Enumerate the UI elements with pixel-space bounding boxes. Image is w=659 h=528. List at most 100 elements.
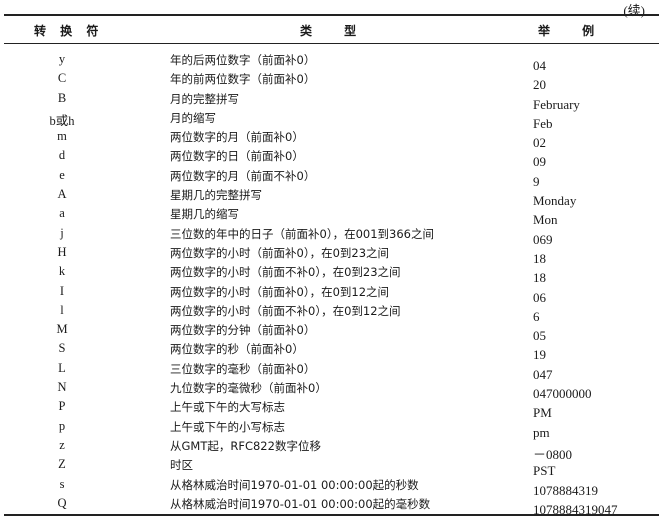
table-row: Z 时区 PST bbox=[0, 457, 659, 479]
conversion-char: Z bbox=[58, 457, 66, 472]
example-value: 06 bbox=[533, 289, 546, 305]
header-example: 举 例 bbox=[538, 24, 609, 38]
conversion-char: b或h bbox=[49, 113, 75, 128]
type-description: 九位数字的毫微秒（前面补0） bbox=[170, 381, 327, 396]
table-row: b或h 月的缩写 Feb bbox=[0, 110, 659, 131]
conversion-char: a bbox=[59, 206, 65, 221]
type-description: 星期几的缩写 bbox=[170, 207, 239, 222]
conversion-char: S bbox=[58, 341, 66, 356]
table-row: S 两位数字的秒（前面补0） 19 bbox=[0, 341, 659, 363]
conversion-char: m bbox=[57, 129, 67, 144]
conversion-char: l bbox=[60, 302, 64, 317]
example-value: 02 bbox=[533, 135, 546, 151]
table-row: e 两位数字的月（前面不补0） 9 bbox=[0, 167, 659, 189]
example-value: Mon bbox=[533, 212, 558, 228]
table-row: C 年的前两位数字（前面补0） 20 bbox=[0, 71, 659, 93]
header-type: 类 型 bbox=[300, 24, 371, 38]
example-value: Monday bbox=[533, 193, 577, 209]
continued-label: (续) bbox=[623, 3, 645, 18]
type-description: 两位数字的月（前面补0） bbox=[170, 130, 304, 145]
conversion-char: Q bbox=[57, 495, 67, 510]
type-description: 三位数字的毫秒（前面补0） bbox=[170, 361, 316, 376]
table-row: a 星期几的缩写 Mon bbox=[0, 206, 659, 228]
example-value: 04 bbox=[533, 58, 546, 73]
conversion-char: e bbox=[59, 167, 65, 182]
type-description: 两位数字的月（前面不补0） bbox=[170, 168, 316, 183]
type-description: 两位数字的秒（前面补0） bbox=[170, 342, 304, 357]
type-description: 两位数字的分钟（前面补0） bbox=[170, 323, 316, 338]
conversion-char: z bbox=[59, 437, 65, 452]
example-value: 20 bbox=[533, 77, 546, 93]
conversion-char: k bbox=[58, 264, 66, 279]
example-value: Feb bbox=[533, 115, 553, 131]
example-value: －0800 bbox=[533, 446, 573, 462]
conversion-char: s bbox=[59, 476, 65, 491]
table-row: j 三位数的年中的日子（前面补0），在001到366之间 069 bbox=[0, 225, 659, 247]
conversion-char: L bbox=[58, 360, 66, 375]
table-row: P 上午或下午的大写标志 PM bbox=[0, 399, 659, 421]
table-row: H 两位数字的小时（前面补0），在0到23之间 18 bbox=[0, 245, 659, 266]
table-row: m 两位数字的月（前面补0） 02 bbox=[0, 129, 659, 151]
top-rule bbox=[4, 14, 659, 16]
table-row: N 九位数字的毫微秒（前面补0） 047000000 bbox=[0, 380, 659, 402]
type-description: 星期几的完整拼写 bbox=[170, 188, 262, 203]
type-description: 年的前两位数字（前面补0） bbox=[170, 72, 316, 87]
table-row: Q 从格林威治时间1970-01-01 00:00:00起的毫秒数 10788843… bbox=[0, 495, 659, 517]
example-value: 18 bbox=[533, 250, 546, 266]
example-value: 09 bbox=[533, 154, 546, 170]
type-description: 两位数字的小时（前面补0），在0到23之间 bbox=[170, 245, 390, 260]
type-description: 时区 bbox=[170, 458, 193, 473]
example-value: PST bbox=[533, 463, 556, 479]
example-value: 19 bbox=[533, 347, 546, 363]
conversion-char: j bbox=[60, 225, 64, 240]
example-value: 05 bbox=[533, 328, 546, 344]
type-description: 两位数字的日（前面补0） bbox=[170, 149, 304, 164]
table-header: 转 换 符 类 型 举 例 bbox=[0, 22, 659, 40]
table-row: y 年的后两位数字（前面补0） 04 bbox=[0, 52, 659, 73]
type-description: 从GMT起，RFC822数字位移 bbox=[170, 438, 321, 453]
bottom-rule bbox=[4, 514, 659, 516]
table-row: M 两位数字的分钟（前面补0） 05 bbox=[0, 322, 659, 344]
example-value: PM bbox=[533, 405, 552, 421]
conversion-char: N bbox=[57, 380, 67, 395]
table-row: s 从格林威治时间1970-01-01 00:00:00起的秒数 107888431… bbox=[0, 476, 659, 498]
type-description: 从格林威治时间1970-01-01 00:00:00起的秒数 bbox=[170, 477, 419, 492]
conversion-char: y bbox=[58, 52, 66, 66]
example-value: 047 bbox=[533, 366, 553, 382]
conversion-char: C bbox=[57, 71, 67, 86]
table-row: l 两位数字的小时（前面不补0），在0到12之间 6 bbox=[0, 302, 659, 324]
table-body: y 年的后两位数字（前面补0） 04 C 年的前两位数字（前面补0） 20 B 月的完整拼写 F… bbox=[0, 52, 659, 517]
table-row: A 星期几的完整拼写 Monday bbox=[0, 187, 659, 209]
example-value: 18 bbox=[533, 270, 546, 286]
conversion-char: A bbox=[57, 187, 67, 202]
type-description: 两位数字的小时（前面不补0），在0到23之间 bbox=[170, 265, 401, 280]
type-description: 上午或下午的小写标志 bbox=[170, 419, 285, 434]
conversion-char: d bbox=[58, 148, 66, 163]
example-value: 1078884319047 bbox=[533, 501, 618, 517]
example-value: 047000000 bbox=[533, 386, 592, 402]
header-rule bbox=[4, 43, 659, 44]
example-value: February bbox=[533, 96, 580, 112]
conversion-char: P bbox=[58, 399, 66, 414]
table-row: I 两位数字的小时（前面补0），在0到12之间 06 bbox=[0, 283, 659, 305]
example-value: pm bbox=[533, 424, 550, 440]
table-row: p 上午或下午的小写标志 pm bbox=[0, 418, 659, 440]
conversion-char: I bbox=[59, 283, 65, 298]
type-description: 年的后两位数字（前面补0） bbox=[170, 53, 316, 67]
example-value: 069 bbox=[533, 231, 553, 247]
table-row: k 两位数字的小时（前面不补0），在0到23之间 18 bbox=[0, 264, 659, 286]
example-value: 1078884319 bbox=[533, 482, 598, 498]
type-description: 上午或下午的大写标志 bbox=[170, 400, 285, 415]
example-value: 6 bbox=[533, 308, 540, 324]
conversion-char: p bbox=[58, 418, 66, 433]
type-description: 月的缩写 bbox=[170, 110, 216, 125]
table-row: B 月的完整拼写 February bbox=[0, 91, 659, 112]
conversion-char: M bbox=[56, 322, 68, 337]
type-description: 两位数字的小时（前面补0），在0到12之间 bbox=[170, 284, 390, 299]
header-conversion-char: 转 换 符 bbox=[34, 24, 104, 38]
type-description: 月的完整拼写 bbox=[170, 91, 239, 106]
table-row: L 三位数字的毫秒（前面补0） 047 bbox=[0, 360, 659, 382]
table-row: z 从GMT起，RFC822数字位移 －0800 bbox=[0, 437, 659, 462]
type-description: 从格林威治时间1970-01-01 00:00:00起的毫秒数 bbox=[170, 496, 431, 511]
type-description: 两位数字的小时（前面不补0），在0到12之间 bbox=[170, 303, 401, 318]
